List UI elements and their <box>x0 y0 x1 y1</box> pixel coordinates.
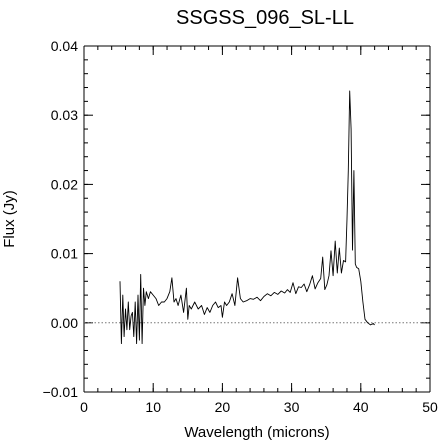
y-tick-label: 0.01 <box>51 246 78 262</box>
y-tick-label: 0.04 <box>51 38 78 54</box>
x-tick-label: 30 <box>284 399 300 415</box>
plot-axes <box>83 45 431 393</box>
y-axis-label: Flux (Jy) <box>1 190 18 248</box>
y-tick-label: 0.00 <box>51 315 78 331</box>
x-tick-label: 50 <box>422 399 438 415</box>
x-tick-label: 40 <box>353 399 369 415</box>
y-tick-label: 0.02 <box>51 176 78 192</box>
tick-labels: 0 10 20 30 40 50 −0.01 0.00 0.01 0.02 0.03 0.04 <box>43 38 438 415</box>
flux-series-line <box>119 90 375 345</box>
x-tick-label: 20 <box>215 399 231 415</box>
axis-ticks <box>83 45 431 393</box>
x-tick-label: 0 <box>80 399 88 415</box>
x-axis-label: Wavelength (microns) <box>184 424 329 441</box>
x-tick-label: 10 <box>145 399 161 415</box>
y-tick-label: 0.03 <box>51 107 78 123</box>
flux-series <box>119 90 375 345</box>
chart-title: SSGSS_096_SL-LL <box>176 7 354 29</box>
y-tick-label: −0.01 <box>43 384 79 400</box>
